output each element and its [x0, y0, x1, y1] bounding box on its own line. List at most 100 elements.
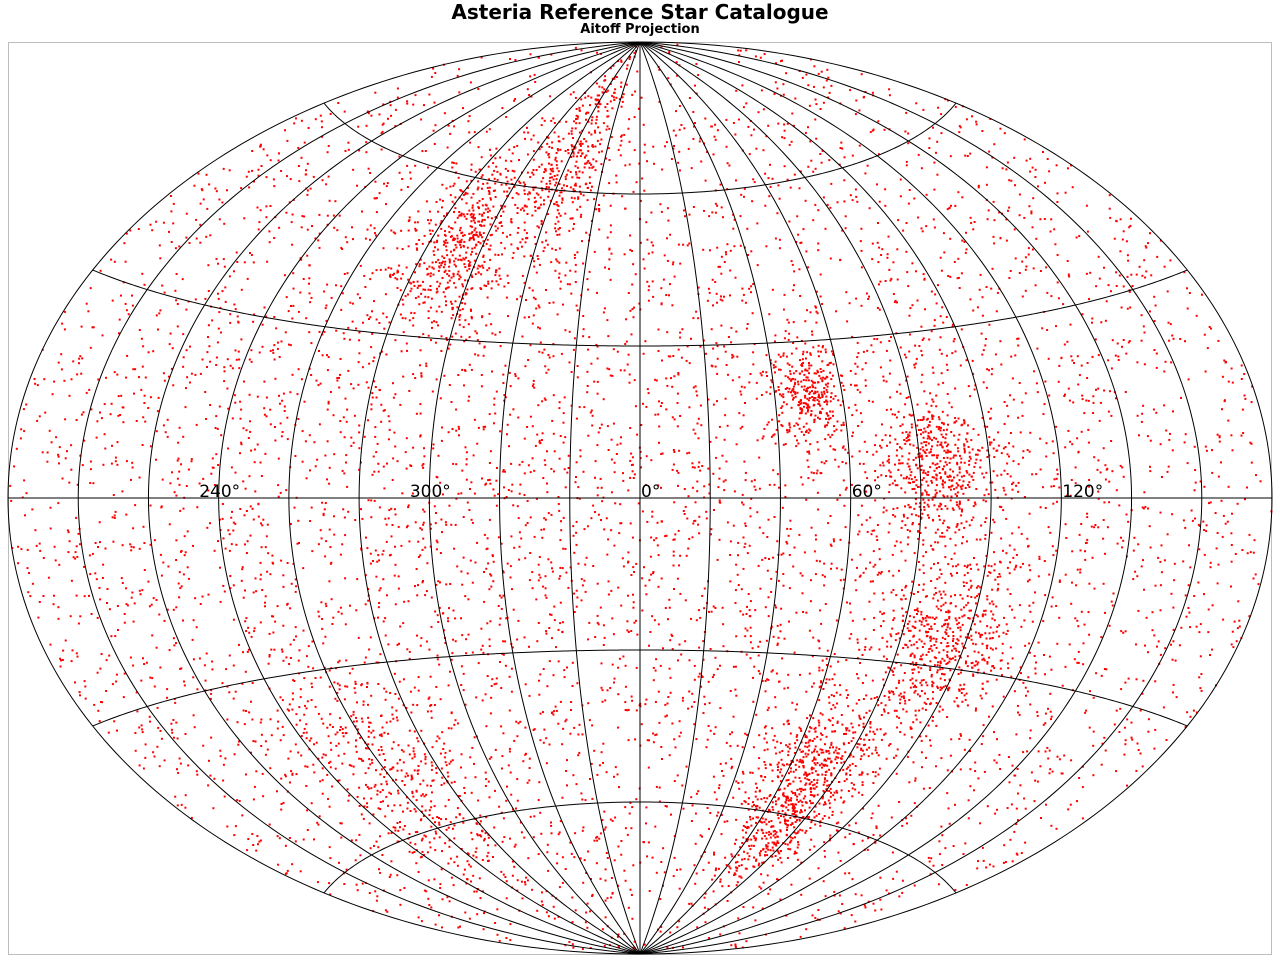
star-point: [285, 872, 288, 875]
star-point: [948, 474, 951, 477]
star-point: [538, 693, 541, 696]
star-point: [162, 424, 165, 427]
star-point: [175, 539, 178, 542]
star-point: [499, 156, 502, 159]
star-point: [632, 606, 635, 609]
star-point: [234, 471, 237, 474]
star-point: [471, 206, 474, 209]
star-point: [207, 593, 210, 596]
star-point: [1157, 556, 1160, 559]
star-point: [833, 425, 835, 428]
star-point: [990, 669, 993, 672]
star-point: [565, 261, 568, 264]
star-point: [735, 179, 737, 182]
star-point: [803, 551, 806, 554]
star-point: [61, 322, 64, 325]
star-point: [596, 291, 598, 294]
star-point: [801, 362, 804, 365]
star-point: [323, 290, 326, 293]
star-point: [187, 468, 190, 471]
star-point: [577, 115, 579, 118]
star-point: [560, 191, 563, 194]
star-point: [81, 464, 84, 467]
star-point: [950, 658, 953, 661]
star-point: [747, 797, 750, 800]
star-point: [723, 438, 726, 441]
star-point: [855, 409, 858, 412]
star-point: [995, 605, 998, 608]
star-point: [537, 56, 540, 59]
star-point: [66, 529, 69, 532]
star-point: [487, 165, 490, 168]
star-point: [454, 196, 457, 199]
star-point: [624, 207, 627, 210]
star-point: [1230, 434, 1233, 437]
star-point: [781, 809, 784, 812]
star-point: [965, 248, 968, 251]
star-point: [367, 386, 370, 389]
star-point: [890, 408, 892, 411]
star-point: [399, 403, 402, 406]
star-point: [968, 738, 971, 741]
star-point: [391, 713, 394, 716]
star-point: [733, 872, 736, 875]
star-point: [245, 510, 248, 512]
star-point: [507, 315, 509, 318]
star-point: [719, 298, 722, 301]
star-point: [240, 408, 243, 411]
star-point: [1143, 259, 1146, 262]
star-point: [1206, 347, 1209, 350]
star-point: [435, 740, 438, 743]
star-point: [819, 295, 822, 298]
star-point: [850, 722, 853, 725]
star-point: [946, 507, 949, 510]
star-point: [912, 444, 915, 447]
star-point: [885, 757, 888, 760]
star-point: [802, 766, 805, 769]
star-point: [470, 196, 473, 199]
star-point: [244, 589, 246, 592]
star-point: [508, 371, 511, 374]
star-point: [1115, 397, 1117, 400]
star-point: [516, 298, 518, 301]
star-point: [827, 750, 830, 752]
star-point: [892, 293, 895, 295]
star-point: [1137, 543, 1140, 546]
star-point: [773, 843, 776, 846]
star-point: [819, 273, 822, 276]
star-point: [975, 707, 977, 710]
star-point: [575, 605, 578, 608]
star-point: [571, 896, 574, 899]
star-point: [163, 291, 166, 294]
star-point: [810, 821, 813, 824]
star-point: [834, 749, 837, 752]
star-point: [1024, 841, 1027, 844]
star-point: [1126, 275, 1129, 278]
star-point: [944, 472, 947, 475]
star-point: [499, 345, 502, 348]
star-point: [465, 251, 468, 254]
star-point: [44, 411, 47, 414]
star-point: [633, 940, 636, 943]
star-point: [925, 735, 928, 738]
star-point: [247, 648, 250, 651]
star-point: [1109, 390, 1111, 393]
star-point: [119, 414, 122, 416]
star-point: [679, 331, 682, 334]
star-point: [378, 506, 381, 509]
star-point: [1105, 668, 1108, 671]
star-point: [975, 614, 978, 616]
star-point: [958, 654, 961, 657]
star-point: [574, 165, 577, 168]
star-point: [616, 350, 619, 353]
star-point: [1133, 536, 1136, 539]
star-point: [716, 204, 719, 207]
star-point: [382, 800, 384, 803]
star-point: [1013, 568, 1016, 571]
star-point: [1255, 474, 1257, 477]
star-point: [58, 462, 60, 465]
star-point: [1016, 704, 1019, 707]
star-point: [795, 445, 798, 448]
star-point: [576, 251, 579, 254]
star-point: [981, 472, 984, 475]
